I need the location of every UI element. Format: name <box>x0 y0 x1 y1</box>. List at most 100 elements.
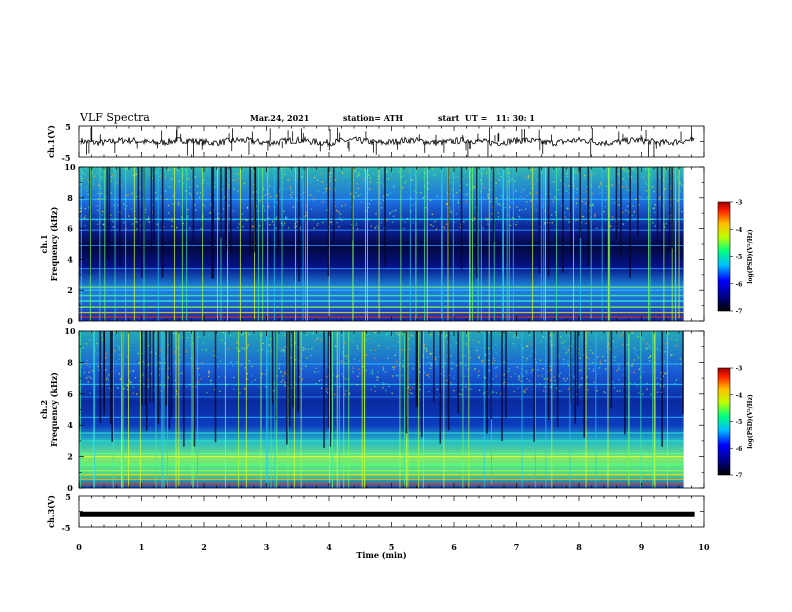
sferic-streak <box>545 167 547 321</box>
sferic-streak <box>674 167 676 321</box>
sferic-streak <box>306 167 308 321</box>
sferic-streak <box>579 167 582 239</box>
emission-band <box>79 268 684 270</box>
start-time-label: start UT = 11: 30: 1 <box>438 113 535 123</box>
sferic-streak <box>620 167 622 258</box>
sferic-streak <box>186 167 188 321</box>
sferic-streak <box>327 167 330 277</box>
sferic-streak <box>579 167 581 321</box>
ylabel: ch.1(V) <box>46 125 56 158</box>
sferic-streak <box>277 167 280 251</box>
colorbar <box>717 201 731 312</box>
sferic-streak <box>161 331 163 488</box>
sferic-streak <box>287 331 289 488</box>
sferic-streak <box>329 331 332 433</box>
sferic-streak <box>106 167 109 258</box>
sferic-streak <box>545 331 547 488</box>
sferic-streak <box>239 167 241 321</box>
sferic-streak <box>439 331 442 444</box>
sferic-streak <box>441 167 443 321</box>
sferic-streak <box>144 331 147 406</box>
sferic-streak <box>214 331 217 443</box>
sferic-streak <box>678 167 680 321</box>
sferic-streak <box>661 331 664 447</box>
ytick-label: 8 <box>67 193 73 203</box>
sferic-streak <box>150 167 153 252</box>
sferic-streak <box>447 167 449 321</box>
xtick-label: 7 <box>514 542 520 552</box>
sferic-streak <box>336 331 338 488</box>
ytick-label: 4 <box>67 420 73 430</box>
sferic-streak <box>137 167 140 238</box>
colorbar-tick-label: -4 <box>736 227 743 234</box>
time-axis: 0 1 2 3 4 5 6 7 8 9 10 Time (min) <box>76 542 710 560</box>
emission-band <box>79 470 684 472</box>
xtick-label: 3 <box>264 542 270 552</box>
sferic-streak <box>265 331 267 488</box>
xtick-label: 9 <box>639 542 645 552</box>
sferic-streak <box>648 167 649 321</box>
sferic-streak <box>534 331 536 488</box>
emission-band <box>79 363 684 365</box>
sferic-streak <box>143 167 145 321</box>
sferic-streak <box>119 167 121 266</box>
sferic-streak <box>415 167 417 321</box>
sferic-streak <box>405 331 408 434</box>
sferic-streak <box>533 331 535 442</box>
emission-band <box>79 452 684 455</box>
sferic-streak <box>422 331 424 488</box>
sferic-streak <box>220 167 222 238</box>
sferic-streak <box>471 167 473 321</box>
sferic-streak <box>249 167 251 256</box>
sferic-streak <box>418 331 420 488</box>
sferic-streak <box>267 331 269 488</box>
sferic-streak <box>488 167 490 321</box>
sferic-streak <box>420 331 423 438</box>
sferic-streak <box>608 167 610 321</box>
colorbar-tick-label: -7 <box>736 309 743 316</box>
ytick-label: 0 <box>67 316 73 326</box>
sferic-streak <box>654 331 656 488</box>
sferic-streak <box>503 167 504 321</box>
sferic-streak <box>426 167 428 321</box>
sferic-streak <box>400 167 402 321</box>
sferic-streak <box>166 331 168 488</box>
emission-band <box>79 416 684 418</box>
sferic-streak <box>609 167 611 321</box>
sferic-streak <box>562 167 564 273</box>
sferic-streak <box>663 167 665 321</box>
sferic-streak <box>238 331 240 488</box>
xtick-label: 5 <box>389 542 395 552</box>
sferic-streak <box>407 331 409 488</box>
xtick-label: 0 <box>76 542 82 552</box>
colorbar-tick-label: -6 <box>736 446 743 453</box>
sferic-streak <box>229 167 232 255</box>
ch1-waveform-line <box>80 135 695 148</box>
sferic-streak <box>225 167 228 252</box>
sferic-streak <box>276 331 278 488</box>
sferic-streak <box>671 167 673 249</box>
sferic-streak <box>257 167 259 321</box>
sferic-streak <box>443 331 445 488</box>
sferic-streak <box>585 331 587 488</box>
ylabel-channel: ch.1 <box>39 234 49 253</box>
sferic-streak <box>183 331 185 447</box>
sferic-streak <box>416 331 419 408</box>
sferic-streak <box>227 167 229 321</box>
sferic-streak <box>211 167 213 279</box>
colorbar-tick-label: -6 <box>736 281 743 288</box>
sferic-streak <box>569 331 572 402</box>
sferic-streak <box>298 167 300 282</box>
sferic-streak <box>574 331 577 425</box>
sferic-streak <box>351 167 354 241</box>
spectrogram-image <box>79 167 684 321</box>
sferic-streak <box>607 167 609 321</box>
sferic-streak <box>569 331 571 488</box>
sferic-streak <box>656 167 659 244</box>
sferic-streak <box>293 331 295 488</box>
sferic-streak <box>512 167 514 321</box>
sferic-streak <box>590 167 592 321</box>
sferic-streak <box>640 331 642 488</box>
date-label: Mar.24, 2021 <box>250 113 310 123</box>
sferic-streak <box>192 167 195 243</box>
